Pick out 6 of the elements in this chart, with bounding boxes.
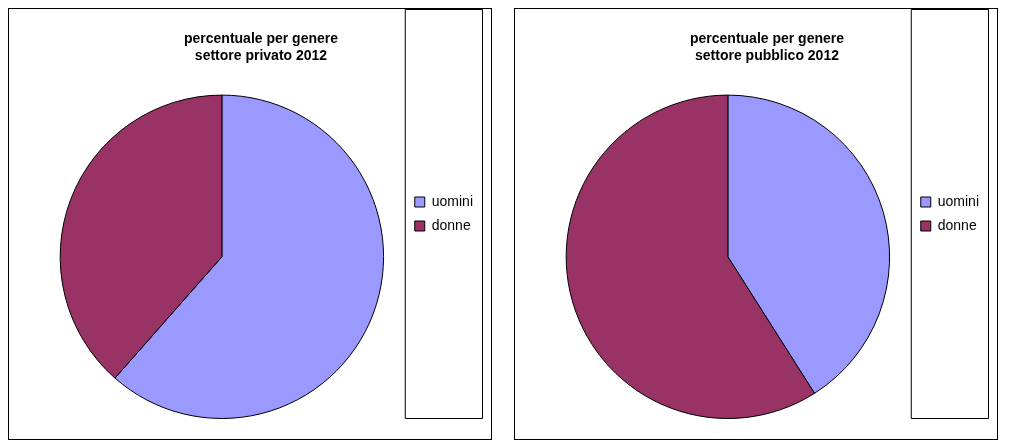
legend-label: donne: [937, 216, 977, 233]
chart-title: percentuale per genere settore pubblico 2012: [689, 30, 845, 64]
legend-label: uomini: [431, 192, 474, 209]
chart-title: percentuale per genere settore privato 2012: [183, 30, 339, 64]
legend-label: uomini: [937, 192, 980, 209]
legend-label: donne: [431, 216, 471, 233]
